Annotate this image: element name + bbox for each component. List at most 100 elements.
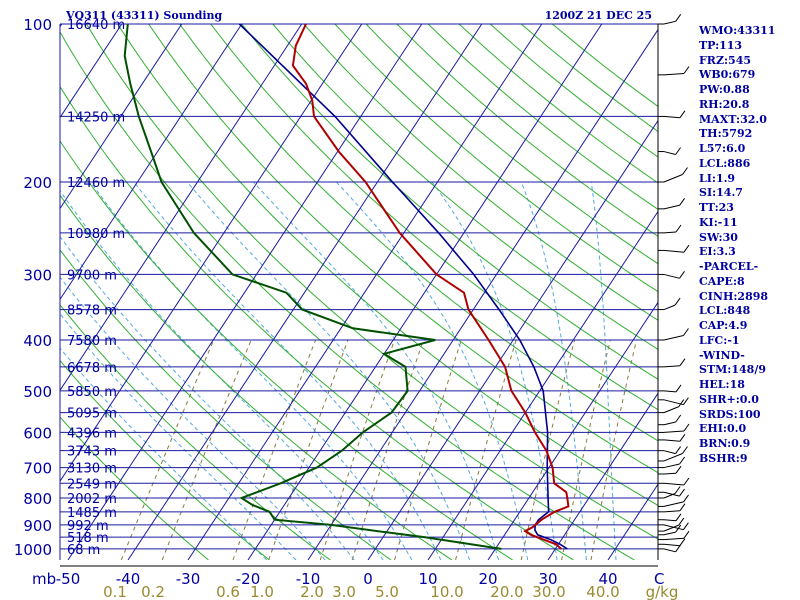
wind-barb-staff [663, 531, 676, 536]
height-label: 9700 m [67, 268, 117, 283]
dry-adiabat-line [241, 24, 658, 380]
pressure-tick-label: 500 [23, 383, 52, 401]
wind-barb-flag [683, 328, 689, 336]
wind-barb-flag [683, 244, 690, 253]
sounding-index: MAXT:32.0 [699, 112, 767, 126]
wind-barb [658, 446, 682, 455]
sounding-index: SHR+:0.0 [699, 392, 759, 406]
isotherm-line [187, 24, 543, 560]
isotherm-line [60, 24, 303, 392]
moist-adiabat-line [60, 347, 267, 560]
parcel-trace-line [238, 24, 568, 550]
wind-barb-staff [663, 543, 680, 547]
wind-barb [658, 271, 685, 279]
wind-barb-flag [682, 167, 688, 175]
temperature-tick-label: -40 [116, 570, 141, 588]
dry-adiabat-line [334, 24, 658, 293]
sounding-index: RH:20.8 [699, 97, 750, 111]
wind-barb-flag [675, 446, 682, 454]
wind-barb [658, 147, 682, 155]
wind-barb-staff [663, 524, 684, 531]
wind-barb [658, 414, 682, 426]
wind-barb-flag [682, 522, 689, 530]
mixing-ratio-label: 20.0 [490, 583, 523, 600]
isotherm-line [60, 24, 123, 119]
height-label: 992 m [67, 519, 109, 534]
sounding-index: WMO:43311 [699, 24, 776, 37]
wind-barb [658, 244, 690, 253]
mixing-ratio-line [561, 339, 611, 560]
wind-barb-staff [663, 231, 677, 234]
wind-barb [658, 503, 686, 513]
isotherm-line [247, 24, 603, 560]
sounding-index: LCL:848 [699, 304, 751, 318]
mixing-ratio-line [590, 339, 637, 560]
pressure-tick-label: 400 [23, 332, 52, 350]
temperature-unit-label: C [654, 570, 664, 588]
wind-barb [658, 224, 682, 234]
sounding-index: TH:5792 [699, 127, 753, 141]
sounding-index: LFC:-1 [699, 333, 740, 347]
moist-adiabat-line [60, 235, 355, 560]
wind-barb-staff [663, 151, 676, 155]
wind-barb [658, 110, 686, 119]
isotherm-line [60, 24, 63, 28]
wind-barb-staff [663, 519, 677, 522]
height-label: 6678 m [67, 361, 117, 376]
sounding-index: EI:3.3 [699, 245, 736, 259]
mixing-ratio-label: 0.6 [216, 583, 240, 600]
sounding-index: PW:0.88 [699, 83, 750, 96]
pressure-tick-label: 600 [23, 424, 52, 442]
temperature-tick-label: 30 [538, 570, 557, 588]
mixing-ratio-line [520, 339, 576, 560]
dry-adiabat-line [60, 359, 270, 560]
wind-barb-staff [663, 174, 683, 183]
mixing-ratio-label: 0.1 [103, 583, 127, 600]
wind-barb-flag [678, 399, 685, 407]
wind-barb-flag [683, 494, 689, 503]
height-label: 68 m [67, 543, 100, 558]
moist-adiabat-line [60, 276, 326, 560]
wind-barb-staff [663, 304, 676, 311]
sounding-index: -PARCEL- [699, 260, 759, 273]
wind-barb-flag [679, 198, 686, 206]
moist-adiabat-line [60, 313, 297, 560]
moist-adiabat-line [431, 181, 558, 560]
pressure-tick-label: 900 [23, 517, 52, 535]
wind-barb-staff [663, 399, 684, 406]
wind-barb [658, 434, 686, 442]
height-label: 3743 m [67, 445, 117, 460]
wind-barb [658, 358, 686, 368]
temperature-tick-label: -50 [56, 570, 81, 588]
mixing-ratio-label: 0.2 [141, 583, 165, 600]
mixing-ratio-line [455, 339, 517, 560]
wind-barb [658, 399, 685, 414]
wind-barb-staff [663, 273, 680, 279]
mixing-ratio-line [232, 339, 317, 560]
wind-barb-flag [675, 147, 682, 155]
wind-barb-staff [663, 491, 680, 497]
mixing-ratio-label: 3.0 [332, 583, 356, 600]
wind-barb-staff [663, 501, 684, 507]
sounding-indices-list: WMO:43311 TP:113 FRZ:545 WB0:679 PW:0.88 RH:2… [699, 24, 775, 467]
wind-barb [658, 446, 688, 462]
temperature-tick-label: -10 [296, 570, 321, 588]
temperature-tick-label: 40 [598, 570, 617, 588]
wind-barb-staff [663, 421, 676, 426]
height-label: 1485 m [67, 506, 117, 521]
wind-barb-staff [663, 335, 684, 341]
wind-barb [658, 167, 688, 183]
wind-barb-staff [663, 20, 676, 25]
wind-barb [658, 522, 689, 531]
wind-barb-flag [675, 224, 682, 233]
height-label: 2549 m [67, 477, 117, 492]
moist-adiabat-line [60, 189, 384, 560]
temperature-tick-label: 10 [418, 570, 437, 588]
wind-barb [658, 488, 685, 497]
dry-adiabat-line [179, 24, 658, 442]
dry-adiabat-line [60, 140, 513, 560]
wind-barb-flag [683, 423, 690, 432]
dry-adiabat-line [117, 24, 658, 507]
sounding-index: KI:-11 [699, 215, 738, 229]
wind-barb-staff [663, 249, 684, 253]
